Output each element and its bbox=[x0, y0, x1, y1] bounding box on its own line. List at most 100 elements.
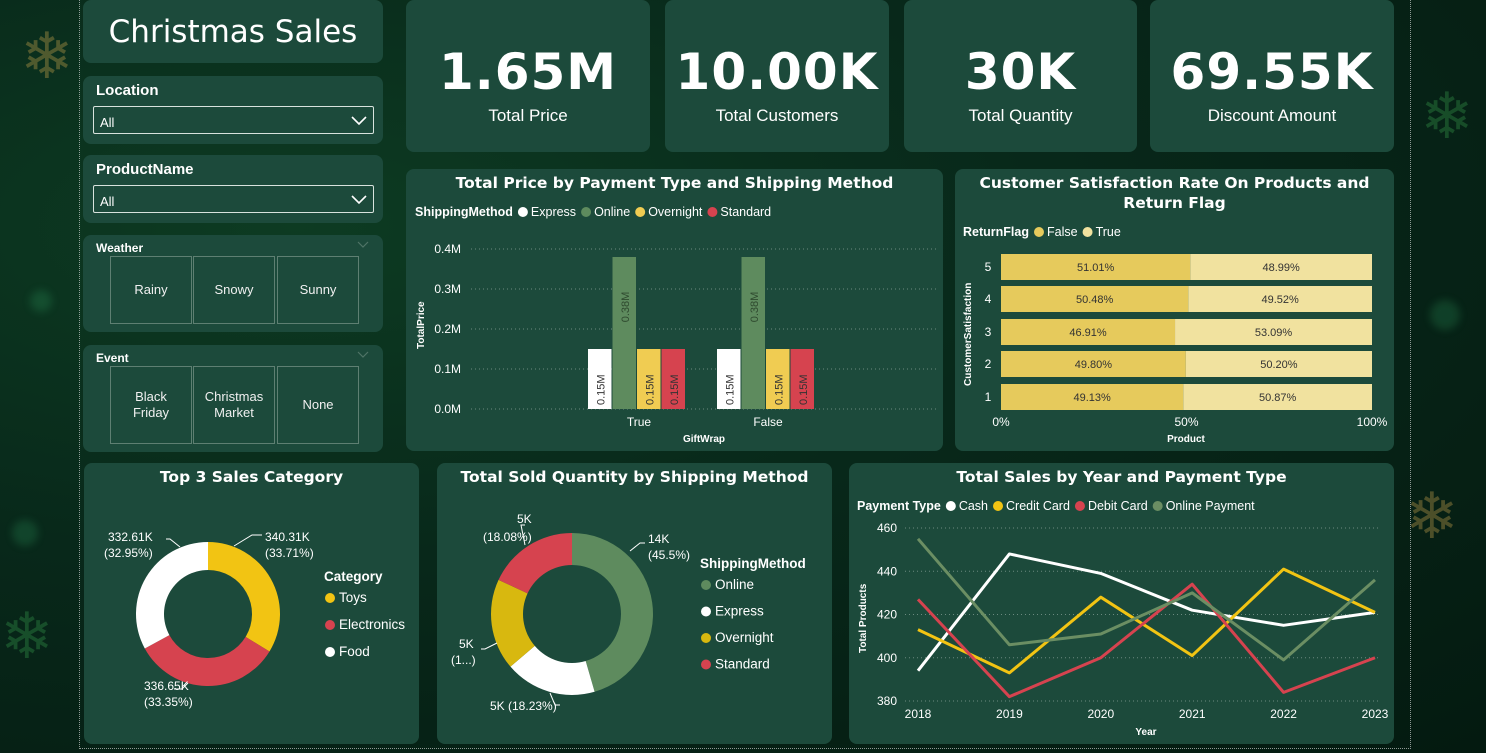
y-tick-label: 2 bbox=[985, 357, 992, 371]
legend-marker bbox=[325, 620, 335, 630]
legend-title: ShippingMethod bbox=[415, 205, 513, 219]
legend-marker bbox=[1152, 501, 1163, 511]
legend-marker bbox=[701, 659, 711, 670]
series-line bbox=[917, 567, 1376, 675]
data-label: 340.31K bbox=[265, 530, 310, 544]
y-tick-label: 0.2M bbox=[434, 322, 461, 336]
data-label: 0.15M bbox=[644, 374, 656, 405]
y-tick-label: 460 bbox=[877, 521, 897, 535]
quantity-by-shipping-chart: Total Sold Quantity by Shipping Method 1… bbox=[437, 463, 832, 744]
data-label: 49.52% bbox=[1261, 294, 1299, 306]
data-label: 5K bbox=[517, 512, 532, 526]
x-tick-label: False bbox=[753, 415, 783, 429]
location-dropdown[interactable]: All bbox=[93, 106, 374, 134]
leader-line bbox=[174, 682, 189, 690]
bar-segment bbox=[1001, 286, 1189, 312]
kpi-value: 30K bbox=[964, 43, 1077, 101]
event-slicer: Event Black Friday Christmas Market None bbox=[83, 345, 383, 452]
kpi-label: Discount Amount bbox=[1207, 106, 1337, 125]
legend-marker bbox=[1082, 227, 1093, 237]
x-tick-label: 2022 bbox=[1270, 707, 1297, 721]
kpi-label: Total Price bbox=[488, 106, 568, 125]
donut-slice bbox=[510, 645, 595, 695]
kpi-label: Total Customers bbox=[715, 106, 839, 125]
event-tile-black-friday[interactable]: Black Friday bbox=[110, 366, 192, 444]
bar-segment bbox=[1001, 319, 1176, 345]
bar-segment bbox=[1175, 319, 1372, 345]
donut-slice bbox=[491, 579, 535, 667]
legend-item: Express bbox=[715, 604, 764, 619]
y-tick-label: 0.4M bbox=[434, 242, 461, 256]
weather-tile-snowy[interactable]: Snowy bbox=[193, 256, 275, 324]
kpi-card-total-customers: 10.00K Total Customers bbox=[665, 0, 889, 152]
y-tick-label: 380 bbox=[877, 694, 897, 708]
sales-by-year-chart: Total Sales by Year and Payment Type Pay… bbox=[849, 463, 1394, 744]
legend-title: Category bbox=[324, 569, 383, 584]
y-tick-label: 420 bbox=[877, 608, 897, 622]
data-label: 49.80% bbox=[1075, 359, 1113, 371]
clustered-column-chart: ShippingMethod Express Online Overnight Stan… bbox=[415, 205, 936, 445]
data-label: 5K bbox=[459, 637, 474, 651]
legend-item: False bbox=[1047, 225, 1078, 239]
bar bbox=[741, 257, 765, 409]
bar bbox=[766, 349, 790, 409]
bar-segment bbox=[1001, 384, 1184, 410]
leader-line bbox=[233, 534, 262, 547]
snowflake-icon: ❄ bbox=[1405, 480, 1459, 554]
bar bbox=[661, 349, 685, 409]
chart-title: Top 3 Sales Category bbox=[159, 468, 344, 486]
kpi-label: Total Quantity bbox=[968, 106, 1073, 125]
data-label: (45.5%) bbox=[648, 548, 690, 562]
data-label: (32.95%) bbox=[104, 546, 153, 560]
data-label: 332.61K bbox=[108, 530, 153, 544]
chart-title: Total Sold Quantity by Shipping Method bbox=[460, 468, 809, 486]
bar bbox=[790, 349, 814, 409]
donut-slice bbox=[208, 542, 280, 652]
legend-marker bbox=[635, 207, 646, 217]
kpi-value: 69.55K bbox=[1170, 43, 1374, 101]
y-tick-label: 0.0M bbox=[434, 402, 461, 416]
weather-slicer: Weather Rainy Snowy Sunny bbox=[83, 235, 383, 332]
chevron-down-icon bbox=[357, 351, 369, 358]
legend-title: ReturnFlag bbox=[963, 225, 1029, 239]
chevron-down-icon bbox=[351, 116, 367, 126]
data-label: (18.08%) bbox=[483, 530, 532, 544]
y-tick-label: 440 bbox=[877, 564, 897, 578]
bar bbox=[588, 349, 612, 409]
product-value: All bbox=[100, 194, 115, 209]
legend-marker bbox=[325, 593, 335, 603]
chevron-down-icon bbox=[357, 241, 369, 248]
line-chart: Payment Type Cash Credit Card Debit Card Onl… bbox=[857, 499, 1389, 738]
data-label: 0.38M bbox=[749, 292, 761, 323]
legend-item: Standard bbox=[720, 205, 771, 219]
legend-item: Toys bbox=[339, 590, 367, 605]
data-label: (1...) bbox=[451, 653, 476, 667]
bar-segment bbox=[1185, 351, 1372, 377]
data-label: 0.15M bbox=[798, 374, 810, 405]
x-tick-label: 2018 bbox=[905, 707, 932, 721]
series-line bbox=[916, 582, 1376, 699]
weather-tile-sunny[interactable]: Sunny bbox=[277, 256, 359, 324]
leader-line bbox=[629, 542, 645, 552]
weather-tile-rainy[interactable]: Rainy bbox=[110, 256, 192, 324]
chart-title: Customer Satisfaction Rate On Products a… bbox=[979, 174, 1370, 212]
y-tick-label: 0.3M bbox=[434, 282, 461, 296]
legend-marker bbox=[517, 207, 528, 217]
legend-marker bbox=[581, 207, 592, 217]
legend-marker bbox=[701, 606, 711, 617]
y-tick-label: 0.1M bbox=[434, 362, 461, 376]
event-tile-christmas-market[interactable]: Christmas Market bbox=[193, 366, 275, 444]
legend-marker bbox=[701, 580, 711, 590]
product-dropdown[interactable]: All bbox=[93, 185, 374, 213]
x-axis-label: GiftWrap bbox=[683, 434, 725, 445]
data-label: 14K bbox=[648, 532, 669, 546]
data-label: (33.71%) bbox=[265, 546, 314, 560]
event-label: Event bbox=[96, 351, 129, 365]
background-glow bbox=[12, 520, 38, 546]
legend-item: Online bbox=[715, 577, 754, 592]
event-tile-none[interactable]: None bbox=[277, 366, 359, 444]
legend-item: True bbox=[1096, 225, 1121, 239]
x-tick-label: 2020 bbox=[1087, 707, 1114, 721]
legend-marker bbox=[945, 501, 956, 511]
legend-title: ShippingMethod bbox=[700, 556, 806, 571]
